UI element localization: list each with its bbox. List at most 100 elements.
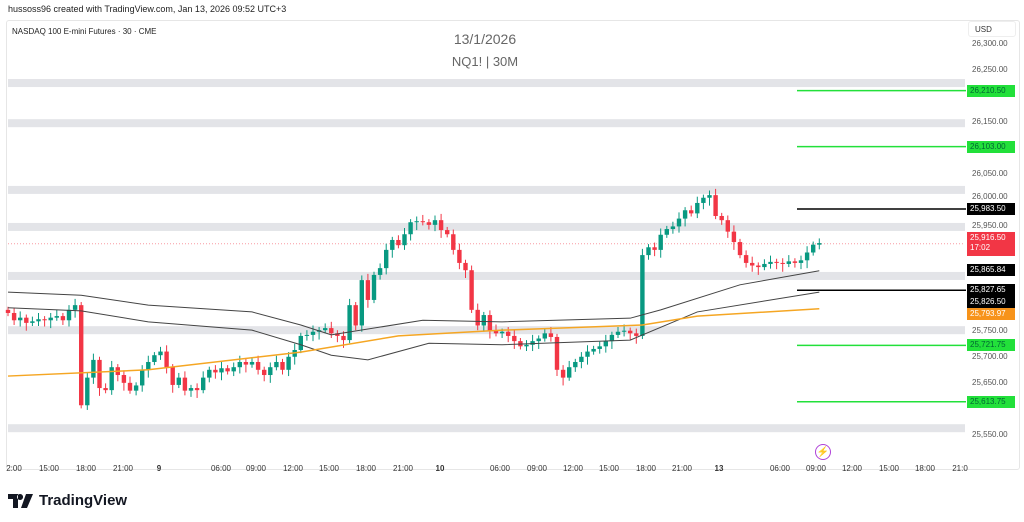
candle-bearish xyxy=(213,369,218,373)
time-axis-label: 18:00 xyxy=(635,464,657,473)
candle-bearish xyxy=(750,262,755,266)
candle-bearish xyxy=(11,312,17,321)
price-axis-label: 25,950.00 xyxy=(972,221,1008,231)
price-axis-label: 25,550.00 xyxy=(972,429,1008,439)
price-axis-label: 26,150.00 xyxy=(972,117,1008,127)
time-axis-label: 21:0 xyxy=(952,464,968,473)
candle-bullish xyxy=(310,331,316,335)
candle-bearish xyxy=(79,305,84,406)
tradingview-logo[interactable]: TradingView xyxy=(8,492,127,509)
tradingview-logo-icon xyxy=(8,493,33,508)
candle-bullish xyxy=(414,221,419,223)
candle-bullish xyxy=(646,247,651,256)
candle-bullish xyxy=(158,351,163,356)
price-axis-label: 25,650.00 xyxy=(972,377,1008,387)
candle-bearish xyxy=(329,328,334,334)
candle-bullish xyxy=(567,367,572,378)
candle-bullish xyxy=(347,305,352,341)
candle-bullish xyxy=(524,344,529,347)
candle-bullish xyxy=(146,361,151,370)
current-price-tag: 25,916.50 17:02 xyxy=(967,231,1015,256)
time-axis-label: 21:00 xyxy=(112,464,134,473)
candle-bullish xyxy=(695,202,700,214)
lightning-icon[interactable]: ⚡ xyxy=(815,444,831,460)
candle-bearish xyxy=(475,309,480,326)
moving-average-line xyxy=(7,308,820,377)
candle-bearish xyxy=(780,262,785,264)
candle-bullish xyxy=(377,268,383,275)
chart-frame[interactable] xyxy=(6,20,1020,470)
candle-bearish xyxy=(554,336,560,370)
candle-bearish xyxy=(42,319,47,321)
candle-bullish xyxy=(188,388,194,391)
brand-name: TradingView xyxy=(39,492,128,509)
candle-bullish xyxy=(30,321,35,323)
candle-bullish xyxy=(72,305,78,310)
candle-bullish xyxy=(85,377,90,406)
candle-bullish xyxy=(609,334,615,342)
price-axis-label: 26,300.00 xyxy=(972,38,1008,48)
time-axis-label: 12:00 xyxy=(562,464,584,473)
candle-bearish xyxy=(774,261,779,263)
candle-bullish xyxy=(786,261,791,264)
candle-bearish xyxy=(469,270,474,310)
time-axis-label: 06:00 xyxy=(489,464,511,473)
candle-bearish xyxy=(335,333,340,336)
candle-bullish xyxy=(274,361,279,368)
candle-bullish xyxy=(597,346,602,349)
candle-bullish xyxy=(18,317,23,321)
support-resistance-zone xyxy=(8,222,965,231)
candle-bearish xyxy=(60,316,66,321)
candle-bearish xyxy=(548,333,554,337)
candle-bullish xyxy=(384,249,389,269)
candle-bullish xyxy=(48,317,53,321)
candle-bearish xyxy=(24,317,29,323)
candle-bearish xyxy=(713,195,718,216)
candle-bullish xyxy=(402,234,407,246)
candle-bullish xyxy=(762,263,767,268)
currency-button[interactable]: USD xyxy=(968,21,1016,37)
candle-bullish xyxy=(585,351,590,357)
candle-bearish xyxy=(164,351,169,368)
candle-bearish xyxy=(457,249,462,263)
candle-bullish xyxy=(640,255,645,336)
time-axis-label: 12:00 xyxy=(282,464,304,473)
symbol-description: NASDAQ 100 E-mini Futures · 30 · CME xyxy=(12,27,157,36)
support-resistance-zone xyxy=(8,79,965,88)
candle-bearish xyxy=(634,333,639,336)
price-level-tag: 26,103.00 xyxy=(967,140,1015,153)
candle-bullish xyxy=(579,356,584,362)
time-axis-label: 21:00 xyxy=(392,464,414,473)
candle-bullish xyxy=(701,197,706,203)
candle-bullish xyxy=(66,309,72,321)
time-axis-label: 09:00 xyxy=(245,464,267,473)
candle-bearish xyxy=(652,247,657,250)
candle-bearish xyxy=(731,231,737,243)
candle-bearish xyxy=(426,222,432,225)
candle-bullish xyxy=(133,385,139,391)
time-axis-label: 2:00 xyxy=(6,464,22,473)
candle-bullish xyxy=(536,338,541,342)
candle-bullish xyxy=(408,222,413,235)
candle-bearish xyxy=(719,215,724,221)
candle-bearish xyxy=(97,359,102,389)
candle-bearish xyxy=(353,305,358,326)
candle-bearish xyxy=(262,369,267,376)
time-axis-label: 06:00 xyxy=(210,464,232,473)
time-axis-label: 18:00 xyxy=(914,464,936,473)
candle-bullish xyxy=(207,369,212,378)
price-level-tag: 25,865.84 xyxy=(967,264,1015,277)
candle-bearish xyxy=(493,330,499,334)
candle-bullish xyxy=(371,274,377,300)
candle-bullish xyxy=(811,244,816,253)
price-level-tag: 26,210.50 xyxy=(967,84,1015,97)
time-axis-label: 09:00 xyxy=(805,464,827,473)
price-level-tag: 25,793.97 xyxy=(967,308,1015,321)
price-level-tag: 25,827.65 xyxy=(967,284,1015,297)
candle-bearish xyxy=(463,262,468,271)
candle-bullish xyxy=(768,261,773,264)
candle-bearish xyxy=(5,309,11,313)
support-resistance-zone xyxy=(8,271,965,280)
candle-bullish xyxy=(91,359,96,378)
